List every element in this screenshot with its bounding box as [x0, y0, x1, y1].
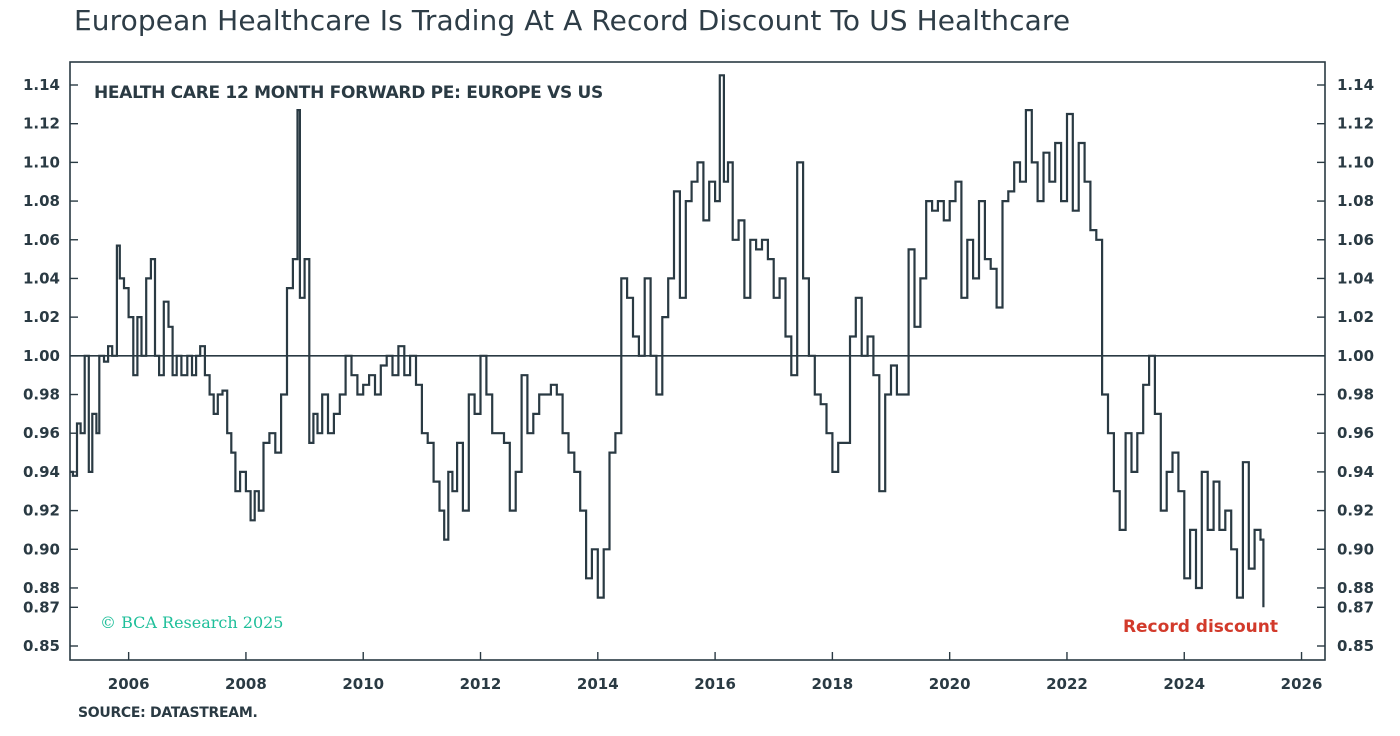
y-tick-label-left: 0.85: [23, 637, 60, 655]
y-tick-label-right: 1.10: [1337, 153, 1374, 171]
y-tick-label-left: 0.88: [23, 579, 60, 597]
y-tick-label-right: 0.87: [1337, 598, 1374, 616]
y-tick-label-right: 0.98: [1337, 386, 1374, 404]
x-tick-label: 2022: [1046, 675, 1088, 693]
record-discount-annotation: Record discount: [1123, 617, 1278, 637]
y-tick-label-right: 1.00: [1337, 347, 1374, 365]
x-tick-label: 2006: [108, 675, 150, 693]
y-tick-label-right: 0.85: [1337, 637, 1374, 655]
y-tick-label-right: 1.08: [1337, 192, 1374, 210]
y-tick-label-left: 0.92: [23, 502, 60, 520]
x-tick-label: 2010: [342, 675, 384, 693]
y-tick-label-left: 1.02: [23, 308, 60, 326]
x-tick-label: 2008: [225, 675, 267, 693]
source-note: SOURCE: DATASTREAM.: [78, 705, 258, 721]
y-tick-label-right: 0.94: [1337, 463, 1374, 481]
inner-chart-title: HEALTH CARE 12 MONTH FORWARD PE: EUROPE …: [94, 83, 603, 103]
y-tick-label-right: 1.12: [1337, 115, 1374, 133]
tick-labels: 0.85 0.850.87 0.870.88 0.880.90 0.900.92 0.92…: [23, 76, 1374, 693]
y-tick-label-left: 1.06: [23, 231, 60, 249]
y-tick-label-left: 0.96: [23, 424, 60, 442]
y-tick-label-right: 0.92: [1337, 502, 1374, 520]
y-tick-label-left: 0.98: [23, 386, 60, 404]
x-tick-label: 2024: [1163, 675, 1205, 693]
y-tick-label-right: 1.02: [1337, 308, 1374, 326]
x-tick-label: 2014: [577, 675, 619, 693]
x-tick-label: 2020: [929, 675, 971, 693]
y-tick-label-right: 1.04: [1337, 269, 1374, 287]
y-tick-label-right: 1.06: [1337, 231, 1374, 249]
y-tick-label-left: 1.08: [23, 192, 60, 210]
axes: [69, 61, 1326, 661]
plot-frame: [69, 61, 1326, 661]
y-tick-label-left: 1.14: [23, 76, 60, 94]
chart-title: European Healthcare Is Trading At A Reco…: [74, 4, 1071, 37]
y-tick-label-left: 1.12: [23, 115, 60, 133]
y-tick-label-right: 1.14: [1337, 76, 1374, 94]
x-tick-label: 2018: [812, 675, 854, 693]
chart-marks: [70, 74, 1325, 608]
y-tick-label-left: 0.94: [23, 463, 60, 481]
x-tick-label: 2016: [694, 675, 736, 693]
x-tick-label: 2012: [460, 675, 502, 693]
y-tick-label-right: 0.90: [1337, 540, 1374, 558]
y-tick-label-left: 1.04: [23, 269, 60, 287]
x-tick-label: 2026: [1281, 675, 1323, 693]
y-tick-label-right: 0.88: [1337, 579, 1374, 597]
y-tick-label-left: 0.90: [23, 540, 60, 558]
series-line-0: [70, 74, 1265, 608]
y-tick-label-left: 1.00: [23, 347, 60, 365]
y-tick-label-left: 0.87: [23, 598, 60, 616]
copyright-text: © BCA Research 2025: [100, 613, 283, 632]
y-tick-label-left: 1.10: [23, 153, 60, 171]
y-tick-label-right: 0.96: [1337, 424, 1374, 442]
